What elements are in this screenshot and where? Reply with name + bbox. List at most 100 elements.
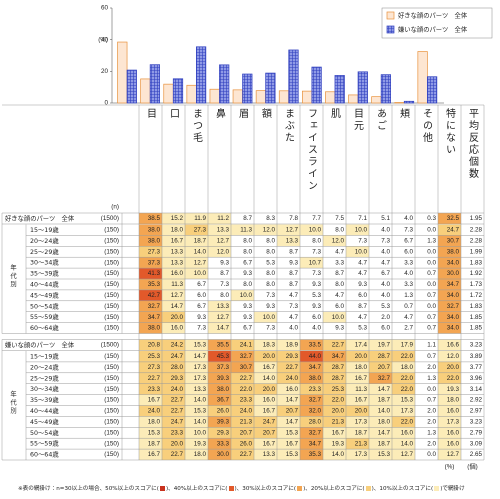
cell-value: 15.3	[286, 429, 299, 436]
footnote: ※表の網掛け：n=30以上の場合、50%以上のスコアに()、40%以上のスコアに…	[18, 484, 488, 492]
cell-value: 10.0	[309, 227, 322, 234]
cell-value: 11.3	[355, 386, 367, 393]
cell-shade	[208, 351, 231, 362]
cell-shade	[300, 257, 323, 269]
cell-shade	[162, 289, 185, 301]
cell-shade	[277, 427, 300, 439]
cell-value: 21.3	[355, 440, 368, 447]
cell-shade	[139, 289, 162, 301]
cell-shade	[323, 449, 346, 460]
cell-shade	[162, 372, 185, 384]
cell-value: 35.5	[217, 342, 230, 349]
cell-shade	[185, 394, 208, 406]
cell-value: 16.7	[171, 238, 184, 245]
cell-value: 38.5	[148, 215, 161, 222]
cell-shade	[277, 372, 300, 384]
cell-shade	[139, 213, 162, 224]
cell-shade	[438, 351, 461, 362]
column-header: 眉	[237, 108, 249, 120]
cell-value: 6.0	[404, 248, 413, 255]
cell-shade	[139, 224, 162, 236]
cell-shade	[162, 405, 185, 417]
cell-value: 18.0	[447, 397, 460, 404]
cell-shade	[139, 322, 162, 334]
cell-shade	[208, 416, 231, 428]
cell-value: 15.3	[401, 397, 414, 404]
cell-value: 6.7	[404, 238, 413, 245]
cell-shade	[392, 416, 415, 428]
cell-shade	[277, 394, 300, 406]
unit-label: (%)	[445, 464, 455, 471]
cell-shade	[162, 322, 185, 334]
cell-value: 34.7	[148, 314, 161, 321]
cell-average: 3.96	[470, 375, 483, 382]
cell-shade	[346, 394, 369, 406]
cell-value: 29.3	[286, 353, 299, 360]
cell-value: 13.3	[263, 451, 276, 458]
cell-shade	[185, 405, 208, 417]
cell-value: 34.0	[447, 325, 460, 332]
cell-value: 26.0	[240, 440, 253, 447]
cell-value: 6.7	[197, 281, 206, 288]
cell-value: 34.7	[332, 353, 345, 360]
cell-shade	[369, 372, 392, 384]
cell-value: 7.3	[312, 270, 321, 277]
cell-value: 6.0	[358, 292, 367, 299]
cell-shade	[208, 405, 231, 417]
cell-value: 15.2	[171, 215, 184, 222]
cell-value: 37.3	[217, 364, 230, 371]
row-label: 嫌いな顔のパーツ 全体	[5, 340, 75, 349]
cell-shade	[254, 351, 277, 362]
cell-value: 0.0	[427, 451, 436, 458]
cell-value: 29.3	[217, 429, 230, 436]
cell-value: 5.3	[358, 325, 367, 332]
cell-shade	[346, 224, 369, 236]
cell-shade	[369, 449, 392, 460]
cell-shade	[369, 394, 392, 406]
cell-shade	[392, 427, 415, 439]
cell-shade	[185, 235, 208, 247]
cell-shade	[323, 405, 346, 417]
cell-value: 35.3	[309, 451, 322, 458]
cell-value: 37.3	[148, 259, 161, 266]
cell-shade	[300, 438, 323, 450]
cell-value: 39.3	[217, 375, 230, 382]
cell-value: 9.3	[220, 259, 229, 266]
cell-value: 44.0	[309, 353, 322, 360]
cell-shade	[185, 224, 208, 236]
cell-value: 15.3	[148, 429, 161, 436]
y-tick-label: 0	[104, 100, 108, 107]
cell-value: 27.3	[194, 227, 207, 234]
cell-value: 23.3	[171, 429, 184, 436]
cell-value: 28.0	[309, 419, 322, 426]
cell-shade	[323, 438, 346, 450]
cell-shade	[300, 224, 323, 236]
cell-value: 13.3	[171, 248, 184, 255]
cell-shade	[162, 427, 185, 439]
cell-shade	[231, 372, 254, 384]
cell-value: 18.3	[263, 342, 276, 349]
cell-value: 27.3	[148, 364, 161, 371]
cell-shade	[139, 300, 162, 312]
cell-value: 24.1	[240, 342, 253, 349]
cell-value: 15.3	[194, 342, 207, 349]
cell-value: 34.7	[447, 281, 460, 288]
cell-value: 4.7	[289, 314, 298, 321]
cell-shade	[392, 372, 415, 384]
cell-value: 8.0	[220, 292, 229, 299]
cell-shade	[438, 224, 461, 236]
row-n: (150)	[104, 408, 119, 415]
cell-value: 8.0	[243, 248, 252, 255]
cell-value: 18.0	[378, 419, 391, 426]
cell-value: 38.0	[148, 238, 161, 245]
cell-shade	[438, 300, 461, 312]
cell-value: 24.7	[447, 227, 460, 234]
cell-shade	[277, 405, 300, 417]
cell-shade	[438, 449, 461, 460]
cell-value: 16.0	[447, 408, 460, 415]
cell-value: 22.7	[171, 408, 184, 415]
row-label: 好きな顔のパーツ 全体	[5, 214, 75, 223]
cell-shade	[162, 449, 185, 460]
row-n: (150)	[104, 419, 119, 426]
bar	[334, 75, 345, 104]
